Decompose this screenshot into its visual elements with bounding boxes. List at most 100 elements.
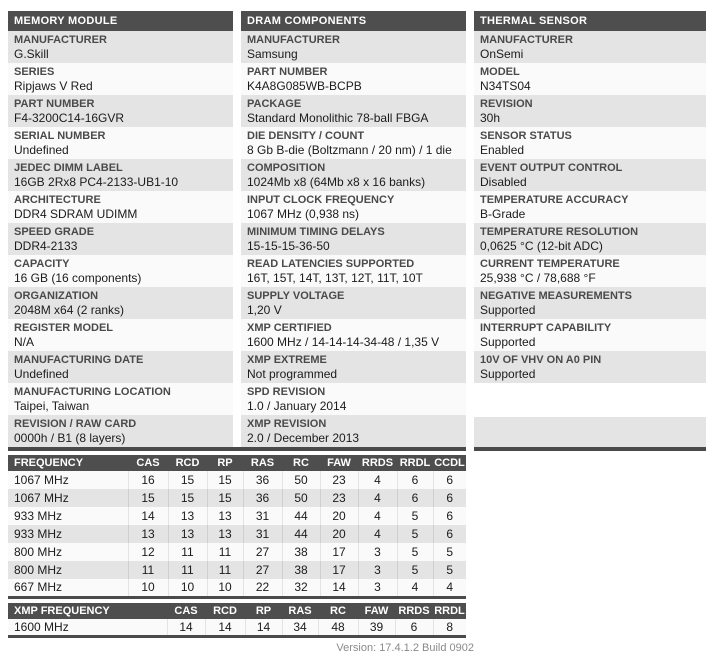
timing-value-cell: 8 [432,618,466,637]
field-label: MANUFACTURING DATE [14,354,144,366]
timing-value-cell: 5 [396,543,433,561]
field-label: SUPPLY VOLTAGE [247,290,345,302]
info-row: MANUFACTURER G.Skill [8,31,233,63]
table-row: 933 MHz 14 13 13 31 44 20 4 5 6 [8,507,466,525]
info-row: XMP REVISION 2.0 / December 2013 [241,415,466,447]
timing-value-cell: 5 [432,543,466,561]
memory-module-rows: MANUFACTURER G.Skill SERIES Ripjaws V Red PA… [8,31,233,447]
field-label: SERIES [14,66,55,78]
timing-value-cell: 15 [167,471,207,489]
timing-value-cell: 50 [281,489,320,507]
field-label: INPUT CLOCK FREQUENCY [247,194,395,206]
section-header-thermal-sensor: THERMAL SENSOR [474,11,706,31]
timing-value-cell: 3 [357,561,397,579]
field-value: Disabled [480,175,527,189]
field-value: Supported [480,367,536,381]
info-row: SERIAL NUMBER Undefined [8,127,233,159]
field-label: CURRENT TEMPERATURE [480,258,620,270]
field-value: 0,0625 °C (12-bit ADC) [480,239,603,253]
timing-value-cell: 6 [432,525,466,543]
timing-value-cell: 22 [242,579,282,597]
jedec-timing-table: FREQUENCY CAS RCD RP RAS RC FAW RRDS RRDL CCDL 10… [8,455,466,599]
frequency-cell: 1600 MHz [14,619,69,634]
info-row: SPEED GRADE DDR4-2133 [8,223,233,255]
timing-value-cell: 38 [281,561,320,579]
field-value: Undefined [14,143,69,157]
table-row: 800 MHz 12 11 11 27 38 17 3 5 5 [8,543,466,561]
timing-value-cell: 5 [396,507,433,525]
column-header: FAW [320,455,358,471]
column-header: RRDL [397,455,433,471]
frequency-cell: 1067 MHz [14,473,69,487]
field-value: Enabled [480,143,525,157]
info-row: REGISTER MODEL N/A [8,319,233,351]
field-value: 2.0 / December 2013 [247,431,360,445]
timing-value-cell: 44 [281,525,320,543]
timing-value-cell: 10 [167,579,207,597]
version-text: Version: 17.4.1.2 Build 0902 [336,642,474,654]
timing-value-cell: 32 [281,579,320,597]
timing-value-cell: 14 [204,618,245,637]
timing-value-cell: 13 [167,525,207,543]
timing-value-cell: 11 [206,561,243,579]
field-value: OnSemi [480,47,524,61]
column-header: FREQUENCY [8,455,128,471]
thermal-sensor-rows: MANUFACTURER OnSemi MODEL N34TS04 REVISION 30… [474,31,706,447]
column-header: RCD [205,602,245,619]
timing-value-cell: 15 [167,489,207,507]
table-row: 667 MHz 10 10 10 22 32 14 3 4 4 [8,579,466,597]
field-label: SPD REVISION [247,386,326,398]
frequency-cell: 667 MHz [14,580,63,595]
field-label: XMP EXTREME [247,354,327,366]
field-value: Undefined [14,367,69,381]
timing-value-cell: 11 [206,543,243,561]
column-header: RP [207,455,243,471]
info-row: MANUFACTURER OnSemi [474,31,706,63]
field-label: JEDEC DIMM LABEL [14,162,123,174]
field-label: MINIMUM TIMING DELAYS [247,226,385,238]
timing-value-cell: 34 [281,618,318,637]
thermal-sensor-section: THERMAL SENSOR MANUFACTURER OnSemi MODEL N3… [474,11,706,451]
timing-value-cell: 5 [396,525,433,543]
field-value: Taipei, Taiwan [14,399,90,413]
info-row: PART NUMBER F4-3200C14-16GVR [8,95,233,127]
memory-module-section: MEMORY MODULE MANUFACTURER G.Skill SERIES R… [8,11,233,447]
timing-value-cell: 13 [127,525,168,543]
field-value: G.Skill [14,47,49,61]
timing-value-cell: 14 [244,618,282,637]
timing-value-cell: 13 [206,525,243,543]
field-value: Standard Monolithic 78-ball FBGA [247,111,429,125]
timing-value-cell: 6 [396,471,433,489]
timing-value-cell: 5 [396,561,433,579]
timing-value-cell: 11 [167,561,207,579]
info-row: CURRENT TEMPERATURE 25,938 °C / 78,688 °F [474,255,706,287]
field-label: TEMPERATURE ACCURACY [480,194,629,206]
timing-value-cell: 36 [242,471,282,489]
timing-value-cell: 20 [319,525,358,543]
timing-value-cell: 38 [281,543,320,561]
dram-components-rows: MANUFACTURER Samsung PART NUMBER K4A8G085WB… [241,31,466,447]
timing-value-cell: 4 [357,489,397,507]
table-row: 1067 MHz 16 15 15 36 50 23 4 6 6 [8,471,466,489]
info-row: SUPPLY VOLTAGE 1,20 V [241,287,466,319]
timing-value-cell: 17 [319,561,358,579]
column-header: RC [318,602,358,619]
jedec-timing-table-body: 1067 MHz 16 15 15 36 50 23 4 6 6 1067 MHz 15 15 15 36 5… [8,471,466,597]
timing-value-cell: 3 [357,543,397,561]
timing-value-cell: 4 [357,507,397,525]
timing-value-cell: 4 [357,525,397,543]
timing-value-cell: 39 [357,618,395,637]
field-label: SPEED GRADE [14,226,95,238]
field-value: 1,20 V [247,303,282,317]
field-label: MANUFACTURER [14,34,107,46]
info-row: SERIES Ripjaws V Red [8,63,233,95]
frequency-cell: 933 MHz [14,527,63,541]
info-row: TEMPERATURE ACCURACY B-Grade [474,191,706,223]
field-label: REVISION [480,98,533,110]
timing-value-cell: 23 [319,489,358,507]
field-label: COMPOSITION [247,162,326,174]
field-label: MODEL [480,66,520,78]
timing-value-cell: 10 [127,579,168,597]
field-label: XMP REVISION [247,418,327,430]
field-value: Supported [480,335,536,349]
